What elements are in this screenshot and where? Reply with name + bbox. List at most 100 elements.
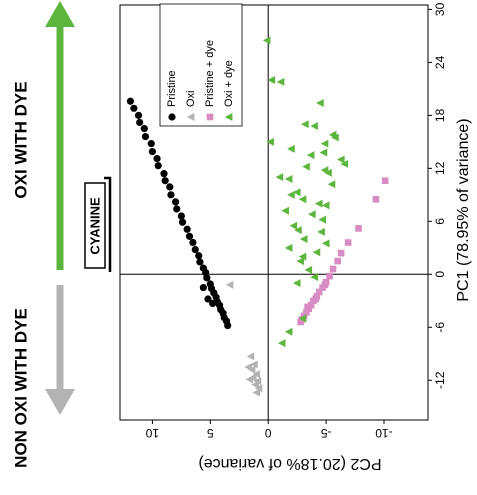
point <box>166 183 174 191</box>
point <box>302 162 310 171</box>
point <box>329 265 337 273</box>
annotation: CYANINE <box>87 197 102 255</box>
point <box>153 155 161 163</box>
point <box>289 221 298 230</box>
point <box>141 132 150 141</box>
x-tick-label: 0 <box>433 271 447 278</box>
point <box>301 120 309 129</box>
bracket <box>104 176 112 272</box>
point <box>199 283 207 292</box>
point <box>304 265 313 274</box>
point <box>294 226 302 235</box>
point <box>130 104 138 112</box>
point <box>334 257 341 265</box>
point <box>148 147 157 156</box>
legend-label: Pristine + dye <box>204 40 216 107</box>
point <box>266 137 274 146</box>
legend-label: Oxi + dye <box>223 60 235 107</box>
y-tick-label: -10 <box>375 426 393 440</box>
point <box>196 258 204 266</box>
x-tick-label: 12 <box>433 161 447 175</box>
point <box>320 166 329 175</box>
point <box>245 375 254 384</box>
point <box>160 170 168 178</box>
point <box>287 144 295 153</box>
point <box>275 173 284 182</box>
point <box>154 162 162 170</box>
point <box>336 155 345 164</box>
point <box>310 272 318 281</box>
plot-frame <box>119 4 429 421</box>
point <box>277 339 286 348</box>
legend-box <box>159 3 243 127</box>
y-axis-title: PC2 (20.18% of variance) <box>198 455 381 472</box>
annotation: OXI WITH DYE <box>11 81 30 198</box>
point <box>284 243 293 252</box>
point <box>189 238 197 247</box>
point <box>209 299 217 308</box>
x-tick-label: 6 <box>433 218 447 225</box>
point <box>140 125 148 133</box>
legend-label: Pristine <box>166 70 178 107</box>
rotated-figure: OXI WITH DYE NON OXI WITH DYE CYANINE PC… <box>11 1 472 472</box>
point <box>292 279 301 288</box>
point <box>344 239 352 246</box>
point <box>183 225 191 233</box>
point <box>320 139 329 148</box>
point <box>298 195 307 204</box>
point <box>147 140 155 148</box>
point <box>310 121 318 130</box>
arrow-head <box>45 389 75 415</box>
legend-marker <box>206 113 214 121</box>
point <box>292 188 301 197</box>
point <box>191 245 199 254</box>
point <box>251 380 259 389</box>
annotation-box <box>84 182 106 269</box>
legend-marker <box>168 113 176 121</box>
point <box>253 377 262 386</box>
annotation: NON OXI WITH DYE <box>11 308 30 468</box>
point <box>284 174 293 183</box>
legend-marker <box>224 113 233 121</box>
point <box>161 177 169 185</box>
x-tick-label: 18 <box>433 108 447 122</box>
point <box>372 195 380 203</box>
point <box>308 210 316 219</box>
x-tick-label: -12 <box>433 371 447 389</box>
point <box>244 363 252 372</box>
point <box>312 248 321 257</box>
point <box>185 232 194 240</box>
point <box>178 218 187 226</box>
point <box>355 225 362 232</box>
point <box>287 190 295 199</box>
point <box>167 191 175 199</box>
x-tick-label: -6 <box>433 322 447 333</box>
legend-marker <box>186 113 195 121</box>
point <box>246 352 255 361</box>
point <box>126 97 135 105</box>
point <box>327 180 336 189</box>
point <box>284 327 293 336</box>
arrow-head <box>45 1 75 27</box>
point <box>304 303 311 311</box>
point <box>134 111 143 119</box>
point <box>252 388 261 397</box>
x-tick-label: 24 <box>433 55 447 69</box>
point <box>321 239 330 248</box>
y-tick-label: 0 <box>265 426 272 440</box>
point <box>296 257 305 266</box>
legend-label: Oxi <box>185 91 197 108</box>
point <box>340 159 349 168</box>
point <box>173 205 181 213</box>
point <box>298 314 307 323</box>
point <box>276 77 285 86</box>
point <box>171 198 180 206</box>
x-axis-title: PC1 (78.95% of variance) <box>455 118 472 301</box>
point <box>314 199 323 208</box>
point <box>136 118 144 127</box>
point <box>204 295 212 303</box>
point <box>250 360 258 369</box>
point <box>321 281 329 289</box>
